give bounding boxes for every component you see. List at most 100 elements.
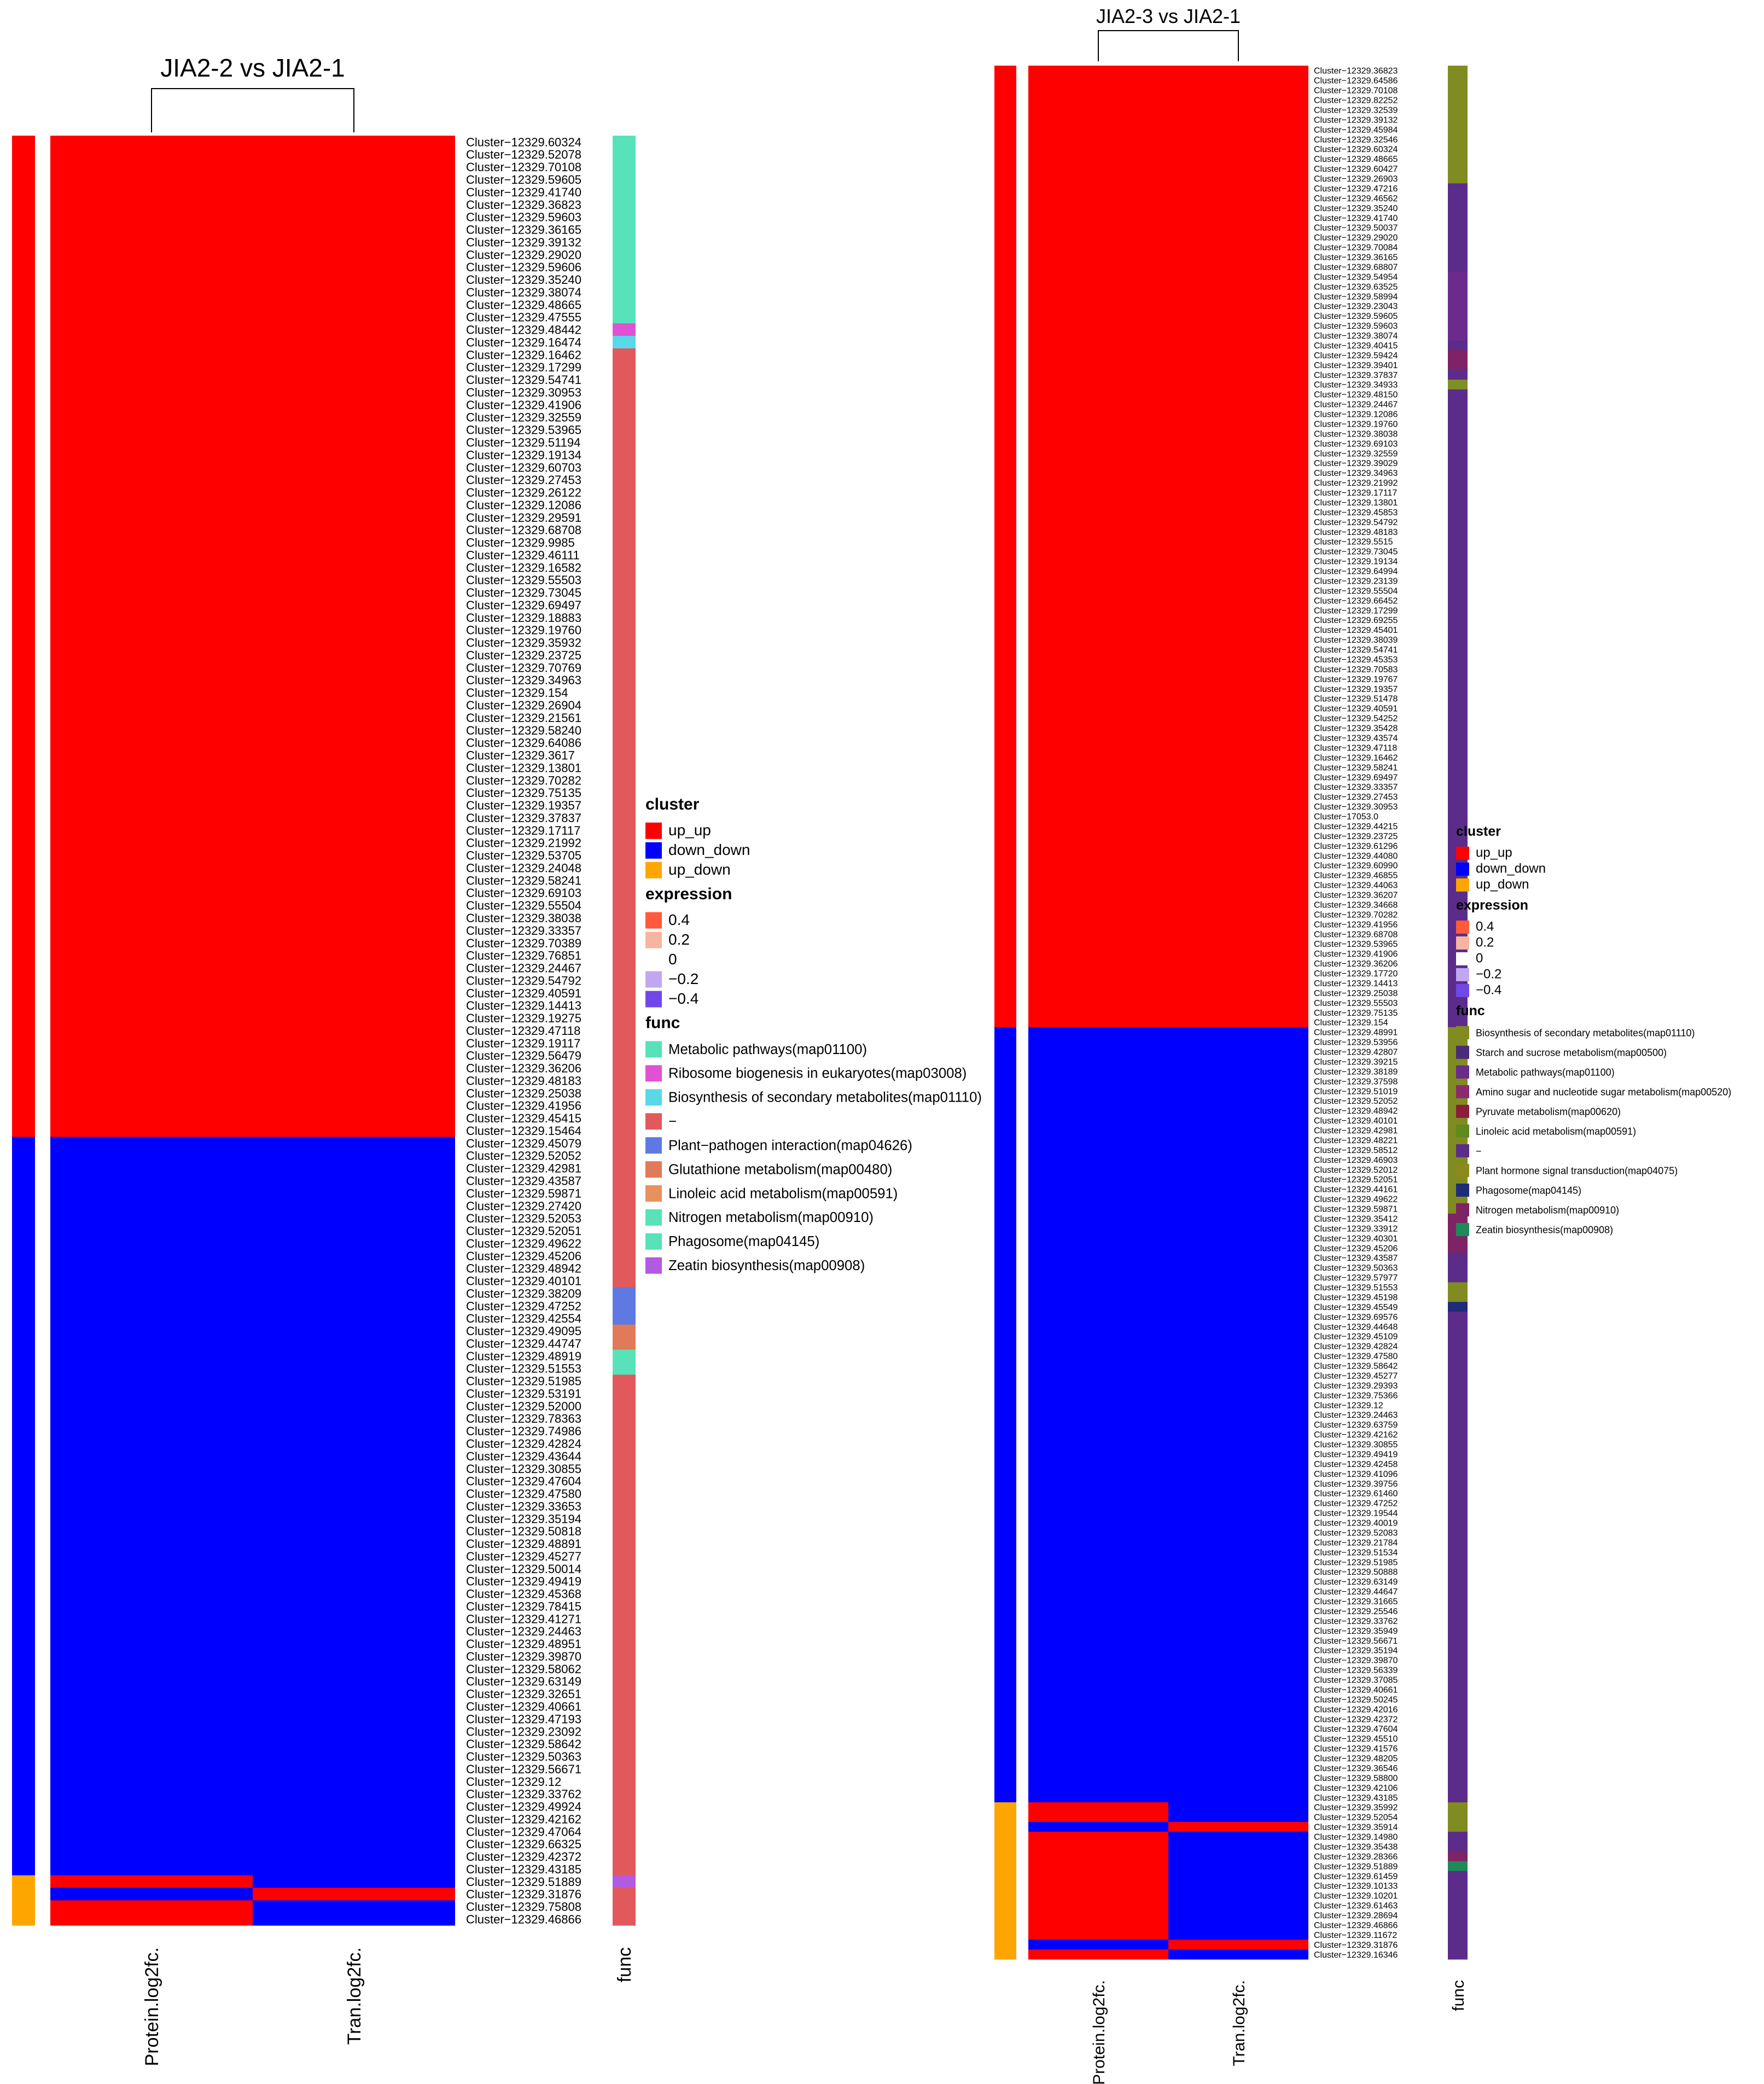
row-label: Cluster−12329.44647 bbox=[1314, 1587, 1398, 1597]
row-label: Cluster−12329.10133 bbox=[1314, 1882, 1398, 1891]
row-label: Cluster−12329.48991 bbox=[1314, 1028, 1398, 1038]
legend-func-label: Phagosome(map04145) bbox=[668, 1234, 819, 1249]
row-label: Cluster−12329.35949 bbox=[1314, 1627, 1398, 1636]
legend-expression-label: 0 bbox=[668, 951, 677, 968]
row-label: Cluster−12329.51985 bbox=[466, 1375, 581, 1388]
legend-expression-swatch bbox=[645, 951, 662, 968]
row-label: Cluster−12329.24467 bbox=[1314, 400, 1398, 410]
heatmap-cell bbox=[50, 1900, 253, 1913]
row-label: Cluster−12329.47118 bbox=[466, 1024, 580, 1038]
row-label: Cluster−12329.31876 bbox=[466, 1888, 581, 1901]
row-label: Cluster−12329.154 bbox=[466, 686, 568, 700]
row-label: Cluster−12329.30953 bbox=[1314, 802, 1398, 812]
chart-title: JIA2-2 vs JIA2-1 bbox=[160, 54, 345, 82]
row-label: Cluster−12329.38209 bbox=[466, 1287, 581, 1300]
row-label: Cluster−12329.3617 bbox=[466, 749, 575, 762]
row-label: Cluster−12329.53965 bbox=[466, 423, 581, 437]
legend-func-label: Nitrogen metabolism(map00910) bbox=[668, 1210, 874, 1225]
row-label: Cluster−12329.58642 bbox=[1314, 1362, 1398, 1371]
row-label: Cluster−12329.48221 bbox=[1314, 1136, 1398, 1145]
row-label: Cluster−12329.53705 bbox=[466, 849, 581, 863]
row-label: Cluster−12329.14980 bbox=[1314, 1833, 1398, 1842]
row-label: Cluster−12329.61463 bbox=[1314, 1901, 1398, 1911]
row-label: Cluster−12329.16474 bbox=[466, 335, 581, 349]
row-label: Cluster−12329.47580 bbox=[466, 1487, 581, 1501]
row-label: Cluster−12329.38038 bbox=[1314, 429, 1398, 439]
row-label: Cluster−12329.60703 bbox=[466, 461, 581, 474]
row-label: Cluster−12329.44080 bbox=[1314, 852, 1398, 861]
row-label: Cluster−12329.36165 bbox=[466, 223, 581, 237]
row-label: Cluster−12329.45206 bbox=[466, 1249, 581, 1263]
row-label: Cluster−12329.37837 bbox=[466, 811, 581, 825]
heatmap-cell bbox=[1028, 1861, 1168, 1872]
legend-func-label: Zeatin biosynthesis(map00908) bbox=[668, 1258, 865, 1273]
row-label: Cluster−12329.34668 bbox=[1314, 900, 1398, 910]
row-label: Cluster−12329.57977 bbox=[1314, 1273, 1398, 1283]
row-label: Cluster−12329.32539 bbox=[1314, 106, 1398, 115]
row-label: Cluster−12329.46866 bbox=[466, 1912, 581, 1926]
row-label: Cluster−12329.45198 bbox=[1314, 1293, 1398, 1302]
row-label: Cluster−12329.19117 bbox=[466, 1037, 580, 1050]
legend-title: func bbox=[645, 1014, 680, 1032]
row-label: Cluster−12329.40661 bbox=[1314, 1685, 1398, 1695]
row-label: Cluster−12329.53956 bbox=[1314, 1038, 1398, 1047]
row-label: Cluster−12329.58240 bbox=[466, 724, 581, 737]
legend-expression-label: −0.2 bbox=[1476, 967, 1501, 982]
row-label: Cluster−12329.154 bbox=[1314, 1018, 1388, 1028]
row-label: Cluster−12329.75135 bbox=[466, 786, 581, 800]
heatmap-cell bbox=[253, 1913, 455, 1926]
row-label: Cluster−12329.24467 bbox=[466, 962, 581, 975]
legend-func-label: Nitrogen metabolism(map00910) bbox=[1476, 1205, 1619, 1216]
row-label: Cluster−12329.36165 bbox=[1314, 253, 1398, 263]
legend-func-swatch bbox=[645, 1113, 662, 1130]
row-label: Cluster−12329.50014 bbox=[466, 1562, 581, 1576]
row-label: Cluster−12329.69103 bbox=[466, 886, 581, 900]
row-label: Cluster−12329.52078 bbox=[466, 148, 581, 161]
row-label: Cluster−12329.12 bbox=[466, 1775, 561, 1789]
row-label: Cluster−12329.39132 bbox=[1314, 115, 1398, 125]
legend-func-swatch bbox=[1456, 1065, 1469, 1079]
func-annotation-cell bbox=[613, 336, 636, 349]
row-label: Cluster−12329.13801 bbox=[466, 761, 581, 775]
heatmap-cell bbox=[1028, 1802, 1168, 1813]
row-label: Cluster−12329.35438 bbox=[1314, 1842, 1398, 1852]
heatmap-cell bbox=[50, 1137, 253, 1876]
row-label: Cluster−12329.50818 bbox=[466, 1524, 581, 1538]
heatmap-cell bbox=[1168, 1910, 1308, 1920]
legend-func-swatch bbox=[1456, 1026, 1469, 1039]
row-label: Cluster−12329.69497 bbox=[466, 598, 581, 612]
cluster-annotation-cell bbox=[12, 136, 35, 1137]
heatmap-cell bbox=[50, 1875, 253, 1888]
row-label: Cluster−12329.45368 bbox=[466, 1587, 581, 1601]
func-annotation-cell bbox=[613, 1375, 636, 1876]
heatmap-cell bbox=[1168, 1027, 1308, 1803]
legend-expression-swatch bbox=[1456, 920, 1469, 934]
row-label: Cluster−12329.70108 bbox=[1314, 86, 1398, 96]
row-label: Cluster−12329.12086 bbox=[1314, 410, 1398, 420]
legend-cluster-swatch bbox=[645, 842, 662, 859]
heatmap-cell bbox=[253, 136, 455, 1137]
legend-func-label: Metabolic pathways(map01100) bbox=[1476, 1067, 1615, 1078]
row-label: Cluster−12329.55503 bbox=[466, 573, 581, 587]
row-label: Cluster−12329.45401 bbox=[1314, 626, 1398, 635]
row-label: Cluster−12329.69255 bbox=[1314, 616, 1398, 625]
row-label: Cluster−12329.40661 bbox=[466, 1700, 581, 1714]
row-label: Cluster−12329.49924 bbox=[466, 1800, 581, 1814]
legend-func-swatch bbox=[645, 1089, 662, 1106]
row-label: Cluster−12329.15464 bbox=[466, 1124, 581, 1138]
row-label: Cluster−12329.39132 bbox=[466, 235, 581, 249]
heatmap-cell bbox=[1168, 1802, 1308, 1813]
row-label: Cluster−12329.70282 bbox=[466, 773, 581, 787]
legend-func-swatch bbox=[645, 1065, 662, 1082]
row-label: Cluster−12329.41956 bbox=[1314, 920, 1398, 929]
legend-func-swatch bbox=[645, 1233, 662, 1250]
row-label: Cluster−12329.28694 bbox=[1314, 1911, 1398, 1920]
row-label: Cluster−12329.43185 bbox=[1314, 1794, 1398, 1803]
row-label: Cluster−12329.68708 bbox=[466, 523, 581, 537]
legend-func-swatch bbox=[645, 1209, 662, 1226]
row-label: Cluster−12329.36207 bbox=[1314, 891, 1398, 900]
row-label: Cluster−12329.64086 bbox=[466, 736, 581, 750]
row-label: Cluster−12329.48183 bbox=[1314, 528, 1398, 537]
row-label: Cluster−12329.59603 bbox=[1314, 322, 1398, 331]
row-label: Cluster−12329.49419 bbox=[1314, 1450, 1398, 1459]
